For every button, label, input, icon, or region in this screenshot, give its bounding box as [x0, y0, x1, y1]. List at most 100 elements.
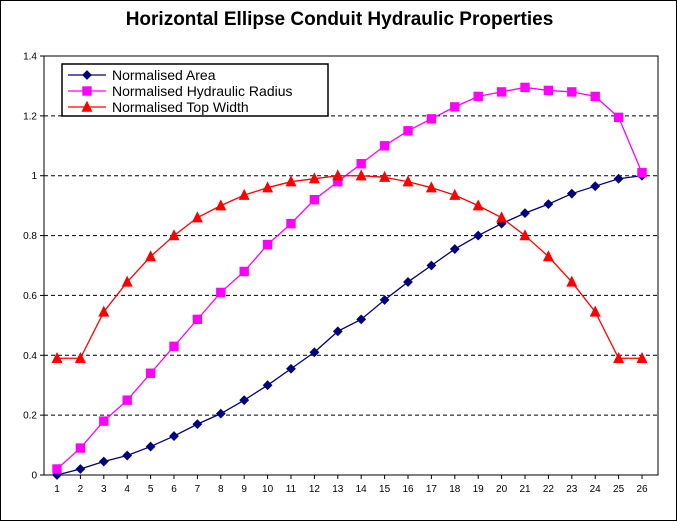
x-tick-label: 13 — [332, 484, 344, 495]
data-point-s3 — [145, 250, 157, 262]
x-tick-label: 24 — [590, 484, 602, 495]
data-point-s3 — [262, 181, 274, 193]
plot-area — [43, 55, 659, 476]
data-point-s1 — [332, 326, 343, 337]
x-tick-label: 22 — [543, 484, 555, 495]
data-point-s3 — [402, 175, 414, 187]
data-point-s1 — [98, 456, 109, 467]
x-tick-label: 26 — [636, 484, 648, 495]
legend-label: Normalised Hydraulic Radius — [112, 83, 293, 99]
x-tick-label: 21 — [519, 484, 531, 495]
data-point-s3 — [472, 199, 484, 211]
x-tick-label: 10 — [262, 484, 274, 495]
data-point-s1 — [262, 380, 273, 391]
data-point-s3 — [51, 351, 63, 363]
data-point-s1 — [75, 464, 86, 474]
x-tick-label: 15 — [379, 484, 391, 495]
data-point-s2 — [262, 239, 273, 250]
y-tick-label: 0.6 — [23, 291, 37, 302]
x-tick-label: 17 — [426, 484, 438, 495]
data-point-s3 — [519, 229, 531, 241]
data-point-s3 — [379, 170, 391, 182]
data-point-s2 — [309, 194, 320, 205]
data-point-s3 — [191, 211, 203, 223]
data-point-s3 — [425, 181, 437, 193]
data-point-s2 — [239, 266, 249, 277]
legend-marker — [82, 86, 92, 96]
data-point-s3 — [121, 275, 133, 287]
x-tick-label: 2 — [78, 484, 84, 495]
series-line-3 — [57, 175, 642, 359]
data-point-s2 — [286, 218, 296, 229]
x-tick-label: 8 — [218, 484, 224, 495]
data-point-s1 — [543, 199, 554, 210]
data-point-s3 — [542, 250, 554, 262]
data-point-s1 — [215, 408, 226, 419]
legend-label: Normalised Top Width — [112, 99, 249, 115]
data-point-s3 — [168, 229, 180, 241]
x-tick-label: 1 — [54, 484, 60, 495]
data-point-s3 — [589, 305, 601, 317]
y-tick-label: 1 — [31, 171, 37, 182]
legend-label: Normalised Area — [112, 67, 216, 83]
x-tick-label: 19 — [473, 484, 485, 495]
data-point-s1 — [613, 173, 624, 184]
data-point-s1 — [520, 208, 530, 219]
data-point-s1 — [356, 314, 367, 325]
x-tick-label: 25 — [613, 484, 625, 495]
data-point-s1 — [192, 419, 203, 430]
data-point-s1 — [426, 260, 437, 271]
data-point-s3 — [238, 188, 250, 200]
y-tick-label: 0.8 — [23, 231, 37, 242]
y-tick-label: 0.4 — [23, 351, 37, 362]
data-point-s1 — [286, 363, 296, 374]
data-point-s2 — [637, 168, 647, 178]
data-point-s1 — [473, 230, 484, 241]
data-point-s1 — [169, 431, 179, 441]
x-tick-label: 11 — [286, 484, 297, 495]
data-point-s1 — [239, 395, 250, 406]
x-tick-label: 9 — [241, 484, 247, 495]
y-tick-label: 1.4 — [23, 52, 37, 63]
legend-marker — [82, 70, 92, 80]
data-point-s2 — [403, 126, 413, 136]
data-point-s3 — [636, 351, 648, 363]
data-point-s1 — [145, 441, 156, 452]
x-tick-label: 6 — [171, 484, 177, 495]
x-tick-label: 16 — [402, 484, 414, 495]
data-point-s2 — [169, 341, 179, 352]
data-point-s2 — [52, 464, 62, 474]
data-point-s2 — [216, 287, 226, 298]
data-point-s2 — [543, 85, 554, 96]
legend-box — [61, 63, 329, 117]
data-point-s2 — [450, 102, 460, 112]
x-tick-label: 14 — [356, 484, 368, 495]
data-point-s2 — [122, 395, 132, 405]
x-tick-label: 12 — [309, 484, 321, 495]
data-point-s2 — [192, 314, 203, 325]
data-point-s1 — [449, 244, 460, 254]
x-tick-label: 23 — [566, 484, 578, 495]
x-tick-label: 18 — [449, 484, 461, 495]
data-point-s2 — [520, 82, 530, 93]
data-point-s3 — [613, 351, 625, 363]
series-line-2 — [56, 86, 643, 470]
data-point-s3 — [566, 275, 578, 287]
data-point-s3 — [496, 211, 508, 223]
data-point-s3 — [285, 175, 297, 187]
data-point-s1 — [122, 450, 133, 461]
x-tick-label: 5 — [148, 484, 154, 495]
x-tick-label: 4 — [124, 484, 130, 495]
data-point-s2 — [496, 87, 507, 97]
data-point-s2 — [75, 443, 86, 453]
chart-title: Horizontal Ellipse Conduit Hydraulic Pro… — [125, 9, 554, 30]
data-point-s2 — [379, 141, 390, 151]
data-point-s3 — [449, 188, 461, 200]
data-point-s3 — [332, 169, 344, 181]
data-point-s3 — [308, 172, 320, 184]
data-point-s2 — [613, 112, 624, 123]
y-tick-label: 1.2 — [23, 111, 37, 122]
data-point-s3 — [74, 351, 86, 363]
series-line-1 — [56, 175, 643, 476]
